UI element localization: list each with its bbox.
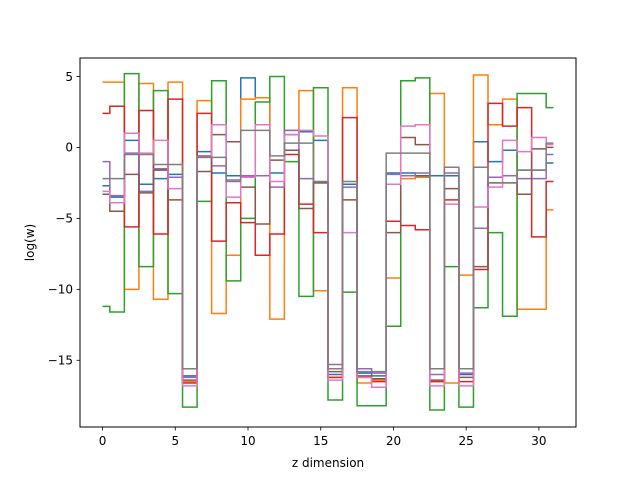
y-tick-label: −5 — [55, 212, 73, 226]
y-tick-label: −15 — [48, 354, 73, 368]
x-tick-label: 5 — [171, 434, 179, 448]
x-axis-label: z dimension — [292, 456, 364, 470]
series-line-8 — [102, 129, 554, 373]
x-tick-label: 15 — [313, 434, 328, 448]
plot-frame — [79, 57, 577, 428]
y-axis-label: log(w) — [23, 224, 37, 261]
x-axis: 0 5 10 15 20 25 30 — [99, 427, 547, 448]
x-tick-label: 30 — [531, 434, 546, 448]
x-tick-label: 25 — [459, 434, 474, 448]
x-tick-label: 20 — [386, 434, 401, 448]
y-tick-label: 0 — [65, 141, 73, 155]
y-tick-label: −10 — [48, 283, 73, 297]
y-tick-label: 5 — [65, 70, 73, 84]
y-axis: 5 0 −5 −10 −15 — [48, 70, 80, 368]
x-tick-label: 0 — [99, 434, 107, 448]
x-tick-label: 10 — [240, 434, 255, 448]
plot-lines — [102, 72, 554, 411]
